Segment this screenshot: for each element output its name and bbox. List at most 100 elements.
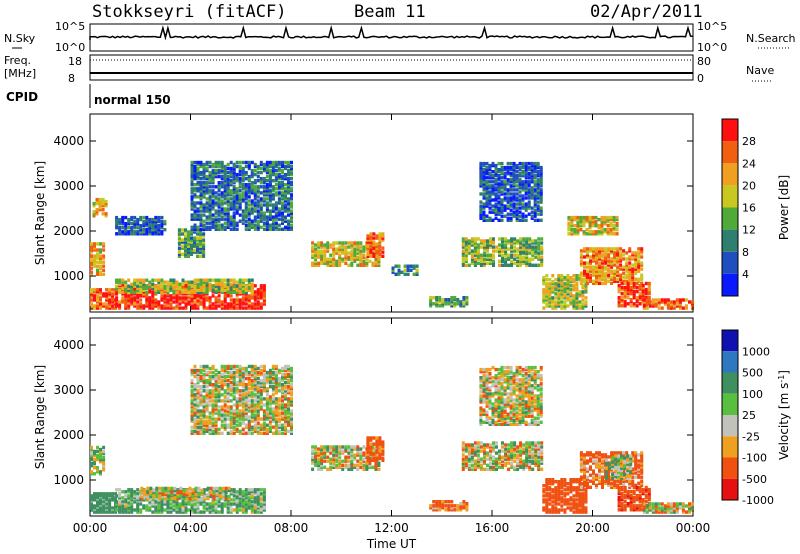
power-cell (90, 304, 93, 308)
velocity-cell (99, 470, 102, 474)
power-cell (629, 285, 633, 290)
power-cell (190, 189, 194, 193)
power-ytick-label: 3000 (53, 179, 84, 193)
power-cell (160, 290, 164, 294)
power-cell (524, 168, 528, 172)
velocity-cell (259, 368, 263, 373)
power-cell (583, 279, 586, 283)
power-cell (148, 302, 152, 306)
power-cell (522, 259, 526, 263)
power-cell (660, 306, 664, 310)
power-cell (229, 201, 233, 205)
power-cell (572, 288, 576, 292)
power-cell (488, 190, 492, 194)
power-cell (193, 244, 196, 248)
power-cell (647, 287, 651, 292)
power-cell (347, 263, 351, 267)
power-cell (214, 296, 218, 300)
power-cell (338, 247, 342, 251)
power-cell (259, 284, 263, 288)
power-cell (515, 170, 519, 174)
power-cell (473, 241, 477, 245)
power-cell (232, 168, 236, 173)
velocity-cell (232, 387, 236, 391)
power-cell (524, 165, 528, 170)
power-cell (500, 206, 504, 210)
power-cell (226, 219, 230, 223)
power-cell (268, 227, 272, 231)
power-cell (613, 255, 617, 259)
power-cell (617, 298, 621, 302)
power-cell (99, 296, 102, 300)
power-cell (612, 217, 616, 222)
power-cell (353, 251, 357, 255)
power-cell (250, 278, 254, 282)
power-cell (217, 164, 221, 169)
power-cell (217, 209, 221, 213)
velocity-cell (202, 429, 206, 433)
power-cell (133, 290, 137, 294)
power-cell (519, 237, 523, 241)
power-cell (115, 298, 119, 302)
velocity-cell (223, 389, 227, 393)
power-cell (397, 270, 401, 274)
power-cell (531, 257, 535, 261)
power-cell (320, 255, 324, 259)
power-cell (190, 213, 194, 217)
power-cell (241, 170, 245, 175)
velocity-cell (130, 498, 134, 502)
power-cell (603, 230, 607, 234)
power-cell (232, 207, 236, 211)
power-cell (632, 302, 636, 306)
power-cell (214, 191, 218, 195)
velocity-cell (130, 494, 134, 498)
velocity-cell (250, 401, 254, 405)
velocity-cell (220, 405, 224, 409)
power-cell (525, 245, 529, 249)
power-cell (172, 278, 176, 282)
velocity-cell (155, 488, 159, 493)
power-cell (232, 162, 236, 167)
velocity-cell (211, 391, 215, 395)
power-cell (214, 185, 218, 189)
power-cell (235, 172, 239, 177)
power-cell (139, 290, 143, 294)
power-cell (539, 170, 543, 174)
power-cell (485, 180, 489, 184)
power-cell (232, 284, 236, 288)
power-cell (214, 217, 218, 221)
power-cell (482, 182, 486, 186)
power-cell (160, 224, 164, 228)
power-cell (250, 288, 254, 292)
power-cell (229, 223, 233, 227)
power-cell (211, 219, 215, 223)
power-cell (429, 296, 433, 300)
power-cell (406, 264, 410, 268)
power-cell (542, 298, 546, 302)
power-cell (98, 201, 102, 206)
power-cell (444, 300, 448, 304)
power-cell (187, 252, 190, 256)
velocity-cell (190, 389, 194, 393)
power-cell (277, 209, 281, 213)
power-cell (461, 245, 465, 249)
power-cell (497, 190, 501, 194)
velocity-cell (127, 502, 131, 506)
power-cell (172, 282, 176, 286)
power-cell (486, 245, 489, 249)
velocity-cell (193, 417, 197, 421)
power-cell (262, 162, 266, 167)
power-cell (196, 213, 200, 217)
power-cell (515, 180, 519, 184)
power-cell (202, 290, 206, 294)
power-cell (190, 168, 194, 173)
power-cell (241, 193, 245, 197)
power-cell (175, 300, 179, 304)
power-cell (323, 257, 327, 261)
velocity-cell (99, 457, 102, 462)
power-cell (350, 245, 354, 249)
power-ytick-label: 4000 (53, 134, 84, 148)
power-cell (504, 237, 508, 241)
power-cell (175, 282, 179, 286)
power-cell (647, 302, 651, 306)
